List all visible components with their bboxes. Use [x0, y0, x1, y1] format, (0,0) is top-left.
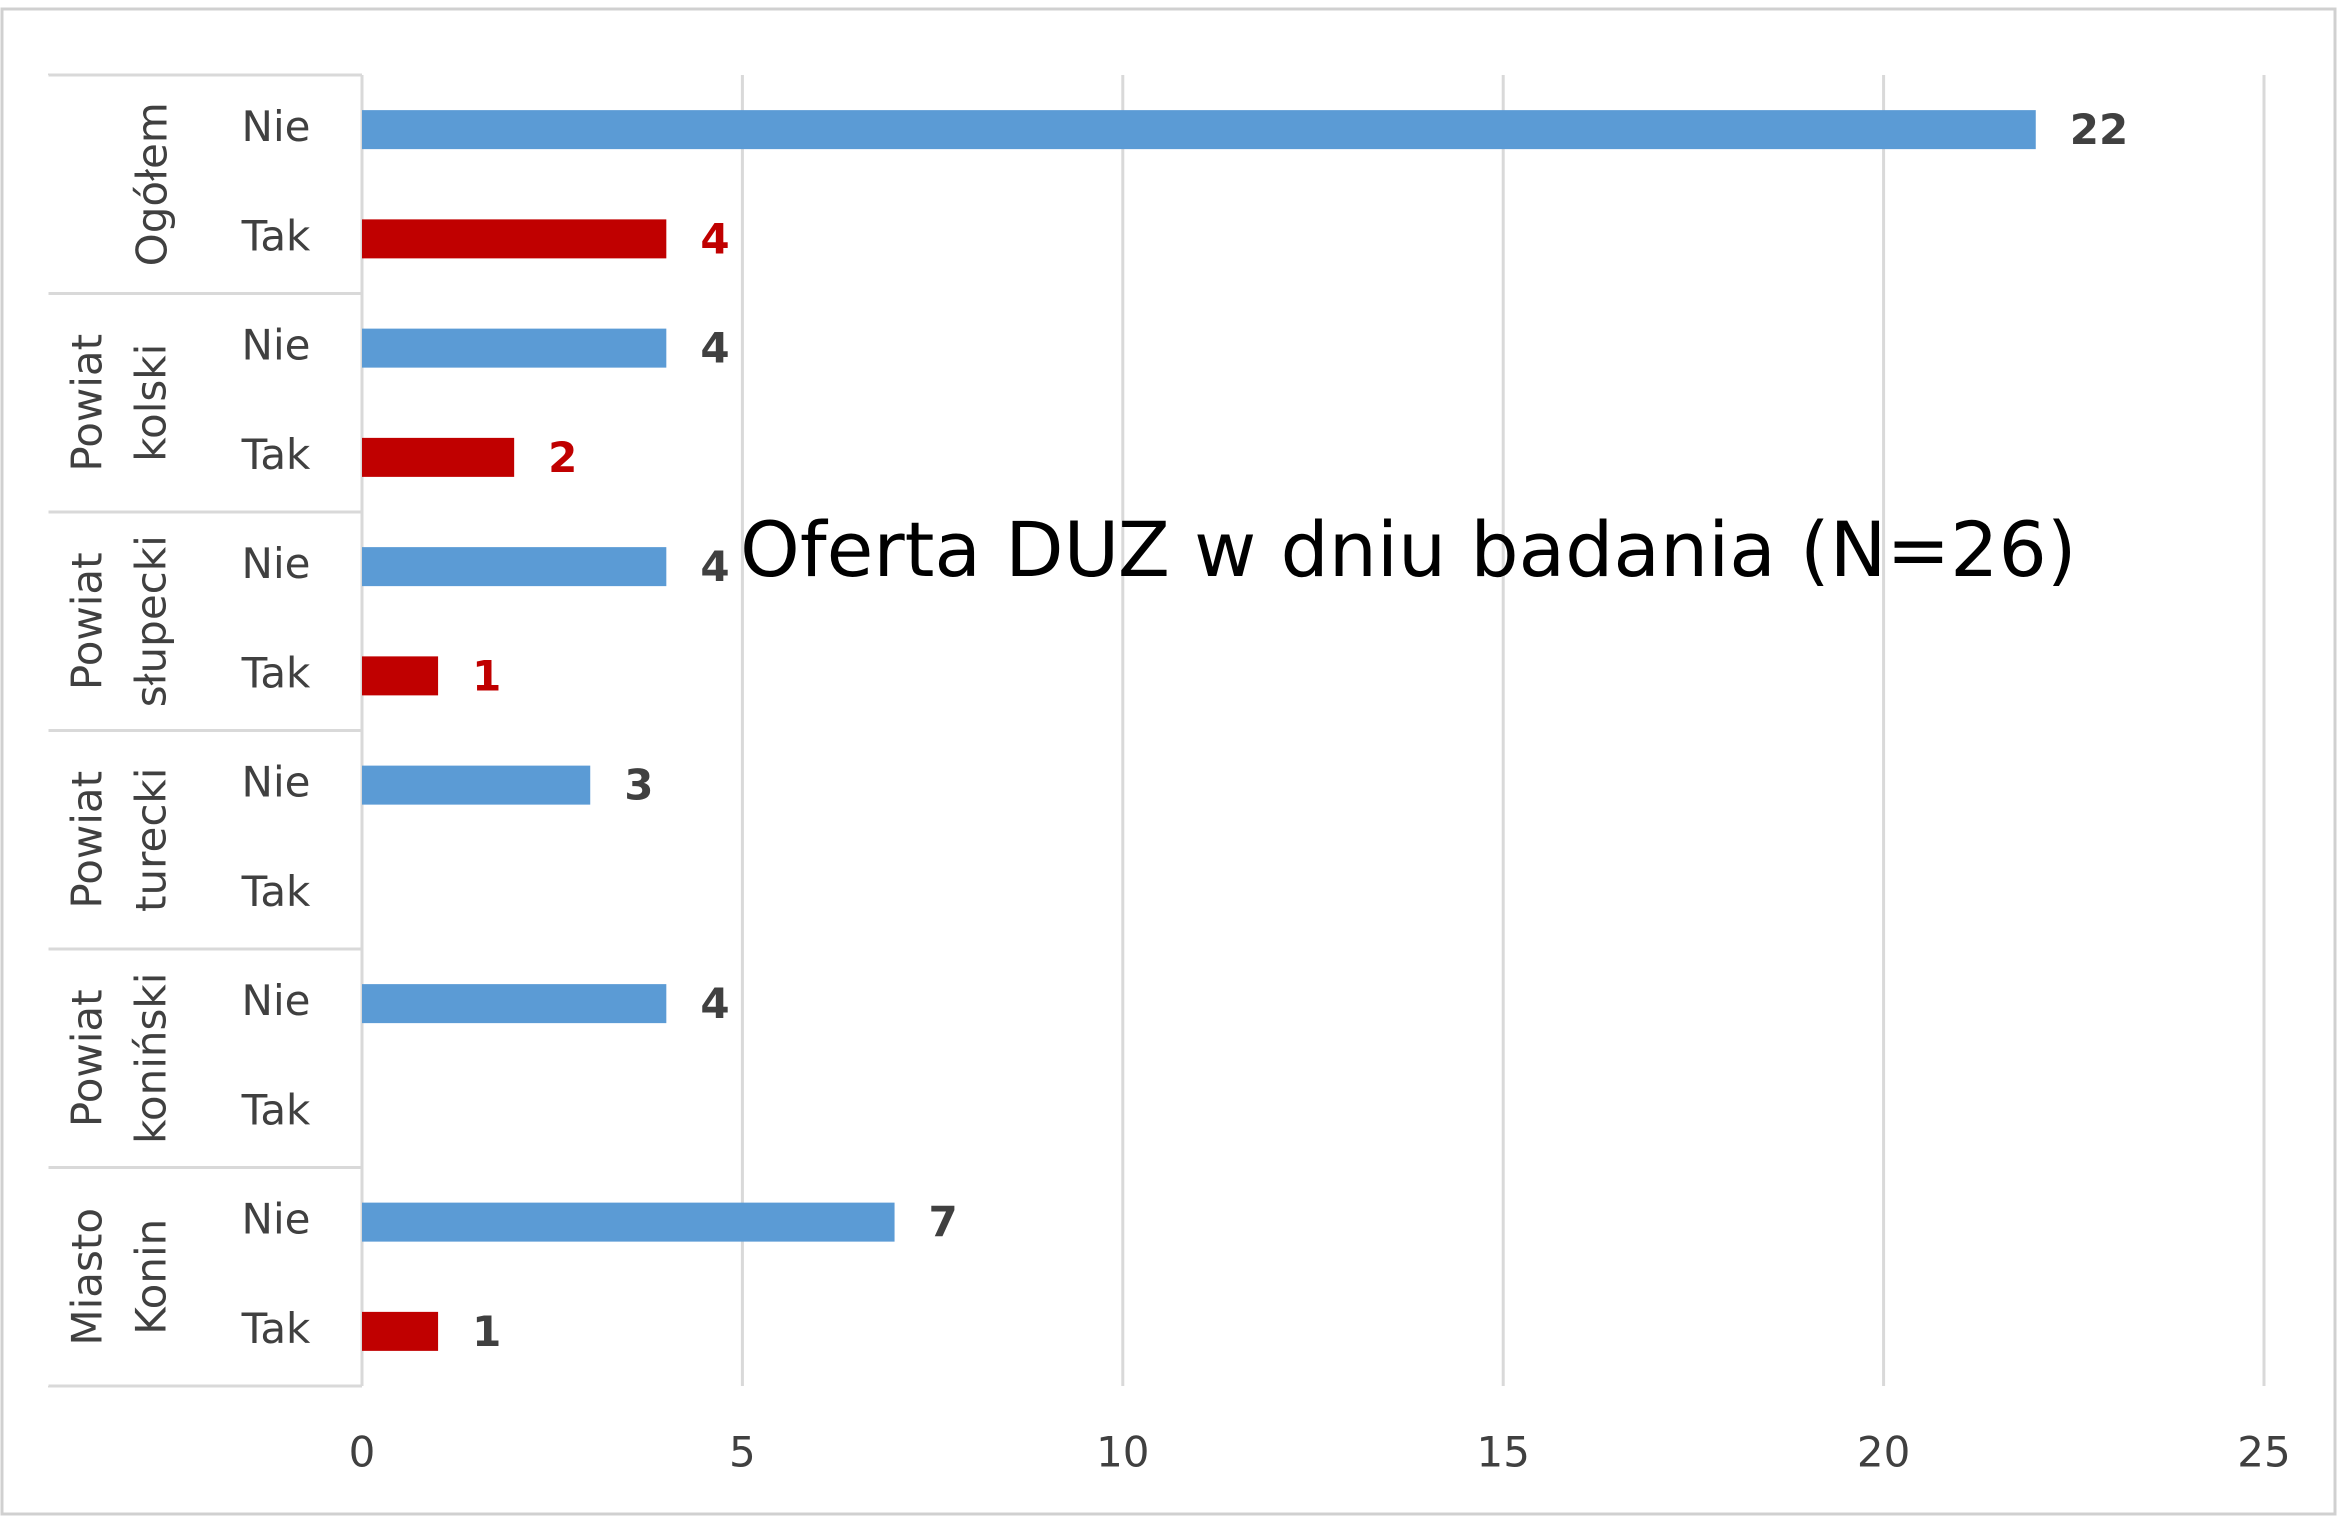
value-label: 22 [2070, 105, 2128, 154]
group-label: słupecki [127, 535, 176, 707]
group-label: Powiat [63, 552, 112, 690]
value-label: 4 [700, 214, 729, 263]
group-label: koniński [127, 973, 176, 1144]
x-tick-label: 25 [2237, 1428, 2290, 1477]
x-tick-label: 20 [1857, 1428, 1910, 1477]
bar [362, 1311, 439, 1351]
bar [362, 219, 667, 259]
group-label: Miasto [63, 1208, 112, 1346]
category-label: Nie [242, 539, 311, 588]
bar [362, 110, 2036, 150]
bar [362, 547, 667, 587]
value-label: 4 [700, 979, 729, 1028]
category-label: Nie [242, 1195, 311, 1244]
group-label: Powiat [63, 989, 112, 1127]
category-label: Tak [241, 1085, 311, 1134]
x-tick-label: 0 [349, 1428, 376, 1477]
chart-title: Oferta DUZ w dniu badania (N=26) [740, 505, 2077, 594]
x-tick-label: 15 [1476, 1428, 1529, 1477]
bar [362, 984, 667, 1024]
bar [362, 1202, 895, 1242]
group-label: kolski [127, 344, 176, 462]
category-label: Tak [241, 648, 311, 697]
bar [362, 656, 439, 696]
value-label: 4 [700, 542, 729, 591]
bar [362, 765, 591, 805]
category-label: Tak [241, 211, 311, 260]
category-label: Tak [241, 1304, 311, 1353]
category-label: Tak [241, 867, 311, 916]
category-label: Tak [241, 430, 311, 479]
value-label: 2 [548, 433, 577, 482]
group-label: Ogółem [128, 102, 177, 266]
value-label: 4 [700, 324, 729, 373]
category-label: Nie [242, 321, 311, 370]
category-label: Nie [242, 102, 311, 151]
value-label: 7 [929, 1198, 958, 1247]
value-label: 1 [472, 651, 501, 700]
category-label: Nie [242, 976, 311, 1025]
x-tick-label: 10 [1096, 1428, 1149, 1477]
bar [362, 328, 667, 368]
group-label: Powiat [63, 771, 112, 909]
group-label: Powiat [63, 334, 112, 472]
value-label: 1 [472, 1307, 501, 1356]
frame [0, 7, 2337, 1516]
bar [362, 437, 515, 477]
category-label: Nie [242, 758, 311, 807]
group-label: Konin [127, 1219, 176, 1335]
group-label: turecki [127, 768, 176, 912]
x-tick-label: 5 [729, 1428, 756, 1477]
value-label: 3 [624, 761, 653, 810]
